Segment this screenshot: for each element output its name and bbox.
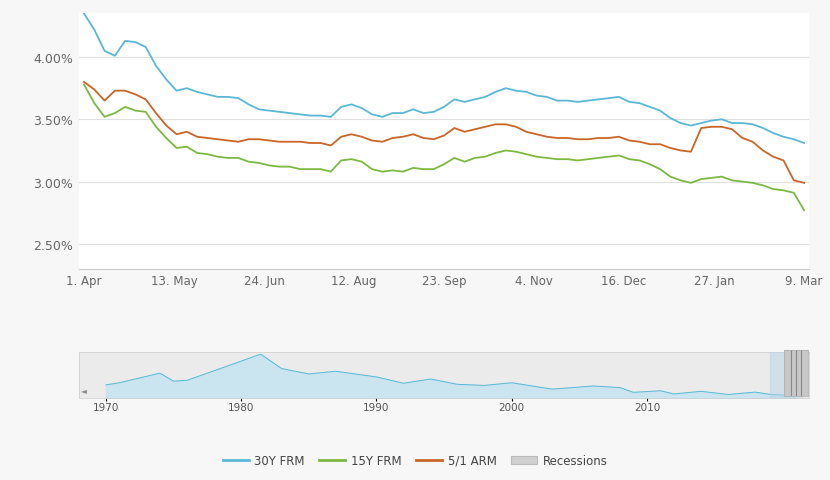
Bar [770, 352, 803, 398]
Text: ►: ► [795, 386, 801, 395]
Text: ◄: ◄ [81, 386, 87, 395]
Legend: 30Y FRM, 15Y FRM, 5/1 ARM, Recessions: 30Y FRM, 15Y FRM, 5/1 ARM, Recessions [217, 449, 613, 472]
